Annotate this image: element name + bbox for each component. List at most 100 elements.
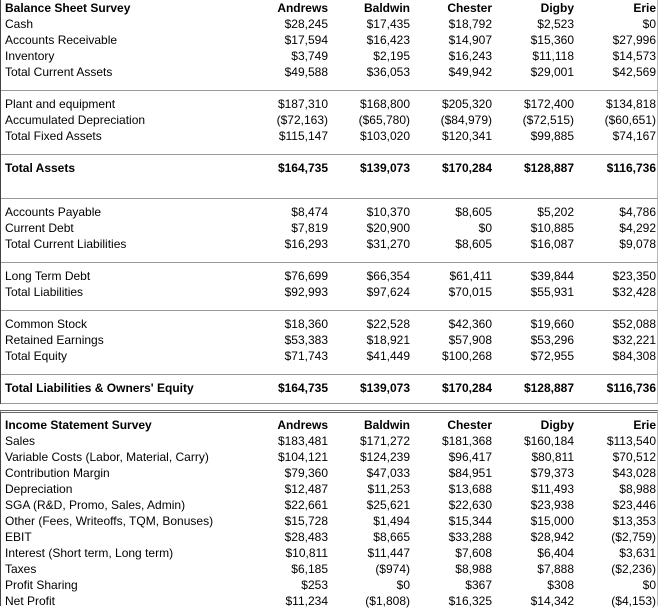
separator — [1, 310, 658, 311]
cell-value: $170,284 — [441, 161, 492, 175]
row-label: Current Debt — [5, 221, 74, 235]
cell-value: $7,608 — [455, 546, 492, 560]
cell-value: $11,493 — [531, 482, 575, 496]
cell-value: $8,474 — [291, 205, 328, 219]
cell-value: $115,147 — [278, 129, 328, 143]
cell-value: $103,020 — [359, 129, 410, 143]
cell-value: $183,481 — [277, 434, 328, 448]
cell-value: ($4,153) — [611, 594, 656, 608]
income-statement-table: Income Statement Survey Andrews Baldwin Che… — [0, 410, 658, 609]
data-row: Plant and equipment $187,310 $168,800 $205,… — [1, 96, 658, 112]
cell-value: $22,661 — [284, 498, 328, 512]
data-row: Net Profit $11,234 ($1,808) $16,325 $14,342 (… — [1, 593, 658, 609]
cell-value: $28,483 — [284, 530, 328, 544]
column-header: Erie — [633, 418, 656, 432]
cell-value: $15,344 — [448, 514, 492, 528]
data-row: Total Equity $71,743 $41,449 $100,268 $72,95… — [1, 348, 658, 364]
row-label: Sales — [5, 434, 36, 448]
row-label: Accounts Receivable — [5, 33, 118, 47]
header-row: Income Statement Survey Andrews Baldwin Che… — [1, 417, 658, 433]
separator — [1, 403, 658, 404]
header-row: Balance Sheet Survey Andrews Baldwin Cheste… — [1, 0, 658, 16]
cell-value: $74,167 — [612, 129, 656, 143]
cell-value: $13,353 — [612, 514, 656, 528]
cell-value: $4,292 — [619, 221, 656, 235]
cell-value: $10,885 — [530, 221, 574, 235]
row-label: Total Equity — [5, 349, 68, 363]
cell-value: $14,342 — [530, 594, 574, 608]
cell-value: $55,931 — [530, 285, 574, 299]
cell-value: $7,888 — [537, 562, 574, 576]
cell-value: $42,360 — [448, 317, 492, 331]
cell-value: $49,942 — [448, 65, 492, 79]
column-header: Chester — [447, 418, 492, 432]
row-label: Retained Earnings — [5, 333, 104, 347]
cell-value: $97,624 — [366, 285, 410, 299]
column-header: Andrews — [277, 1, 328, 15]
cell-value: $181,368 — [441, 434, 492, 448]
cell-value: $124,239 — [359, 450, 410, 464]
cell-value: $23,446 — [612, 498, 656, 512]
cell-value: $31,270 — [366, 237, 410, 251]
cell-value: $32,221 — [612, 333, 656, 347]
cell-value: $33,288 — [448, 530, 492, 544]
cell-value: $172,400 — [523, 97, 574, 111]
cell-value: $187,310 — [277, 97, 328, 111]
data-row: Accounts Payable $8,474 $10,370 $8,605 $5,20… — [1, 204, 658, 220]
data-row: Common Stock $18,360 $22,528 $42,360 $19,660… — [1, 316, 658, 332]
cell-value: $11,118 — [532, 49, 574, 63]
cell-value: $43,028 — [612, 466, 656, 480]
cell-value: $104,121 — [277, 450, 328, 464]
cell-value: $28,245 — [284, 17, 328, 31]
cell-value: $17,435 — [366, 17, 410, 31]
row-label: Profit Sharing — [5, 578, 78, 592]
row-label: SGA (R&D, Promo, Sales, Admin) — [5, 498, 186, 512]
separator — [1, 198, 658, 199]
cell-value: $9,078 — [619, 237, 656, 251]
data-row: Taxes $6,185 ($974) $8,988 $7,888 ($2,236) — [1, 561, 658, 577]
cell-value: $8,605 — [455, 205, 492, 219]
cell-value: $134,818 — [605, 97, 656, 111]
row-label: Inventory — [5, 49, 55, 63]
separator — [1, 262, 658, 263]
data-row: Current Debt $7,819 $20,900 $0 $10,885 $4,292 — [1, 220, 658, 236]
data-row: Accumulated Depreciation ($72,163) ($65,78… — [1, 112, 658, 128]
cell-value: $170,284 — [441, 381, 492, 395]
row-label: Depreciation — [5, 482, 73, 496]
separator — [1, 90, 658, 91]
cell-value: $3,749 — [291, 49, 328, 63]
cell-value: $20,900 — [366, 221, 410, 235]
cell-value: $29,001 — [530, 65, 574, 79]
cell-value: $12,487 — [284, 482, 328, 496]
data-row: Total Current Assets $49,588 $36,053 $49,94… — [1, 64, 658, 80]
cell-value: $84,308 — [612, 349, 656, 363]
cell-value: $36,053 — [366, 65, 410, 79]
row-label: Accounts Payable — [5, 205, 102, 219]
data-row: Other (Fees, Writeoffs, TQM, Bonuses) $15… — [1, 513, 658, 529]
cell-value: $15,000 — [530, 514, 574, 528]
cell-value: $18,792 — [448, 17, 492, 31]
cell-value: $99,885 — [530, 129, 574, 143]
column-header: Baldwin — [363, 418, 410, 432]
cell-value: $15,728 — [284, 514, 328, 528]
cell-value: $14,907 — [448, 33, 492, 47]
data-row: Cash $28,245 $17,435 $18,792 $2,523 $0 — [1, 16, 658, 32]
cell-value: $205,320 — [441, 97, 492, 111]
data-row: Interest (Short term, Long term) $10,811 $… — [1, 545, 658, 561]
cell-value: $15,360 — [530, 33, 574, 47]
cell-value: $5,202 — [537, 205, 574, 219]
cell-value: $128,887 — [523, 161, 574, 175]
row-label: Contribution Margin — [5, 466, 110, 480]
data-row: Total Fixed Assets $115,147 $103,020 $120,3… — [1, 128, 658, 144]
cell-value: $76,699 — [284, 269, 328, 283]
balance-sheet-table: Balance Sheet Survey Andrews Baldwin Cheste… — [0, 0, 658, 404]
cell-value: $18,921 — [366, 333, 410, 347]
cell-value: $8,665 — [373, 530, 410, 544]
row-label: Cash — [5, 17, 34, 31]
table-title: Balance Sheet Survey — [5, 1, 131, 15]
cell-value: $32,428 — [612, 285, 656, 299]
data-row: Total Assets $164,735 $139,073 $170,284 $128… — [1, 160, 658, 176]
data-row: Long Term Debt $76,699 $66,354 $61,411 $39,8… — [1, 268, 658, 284]
cell-value: $253 — [301, 578, 328, 592]
cell-value: $100,268 — [441, 349, 492, 363]
